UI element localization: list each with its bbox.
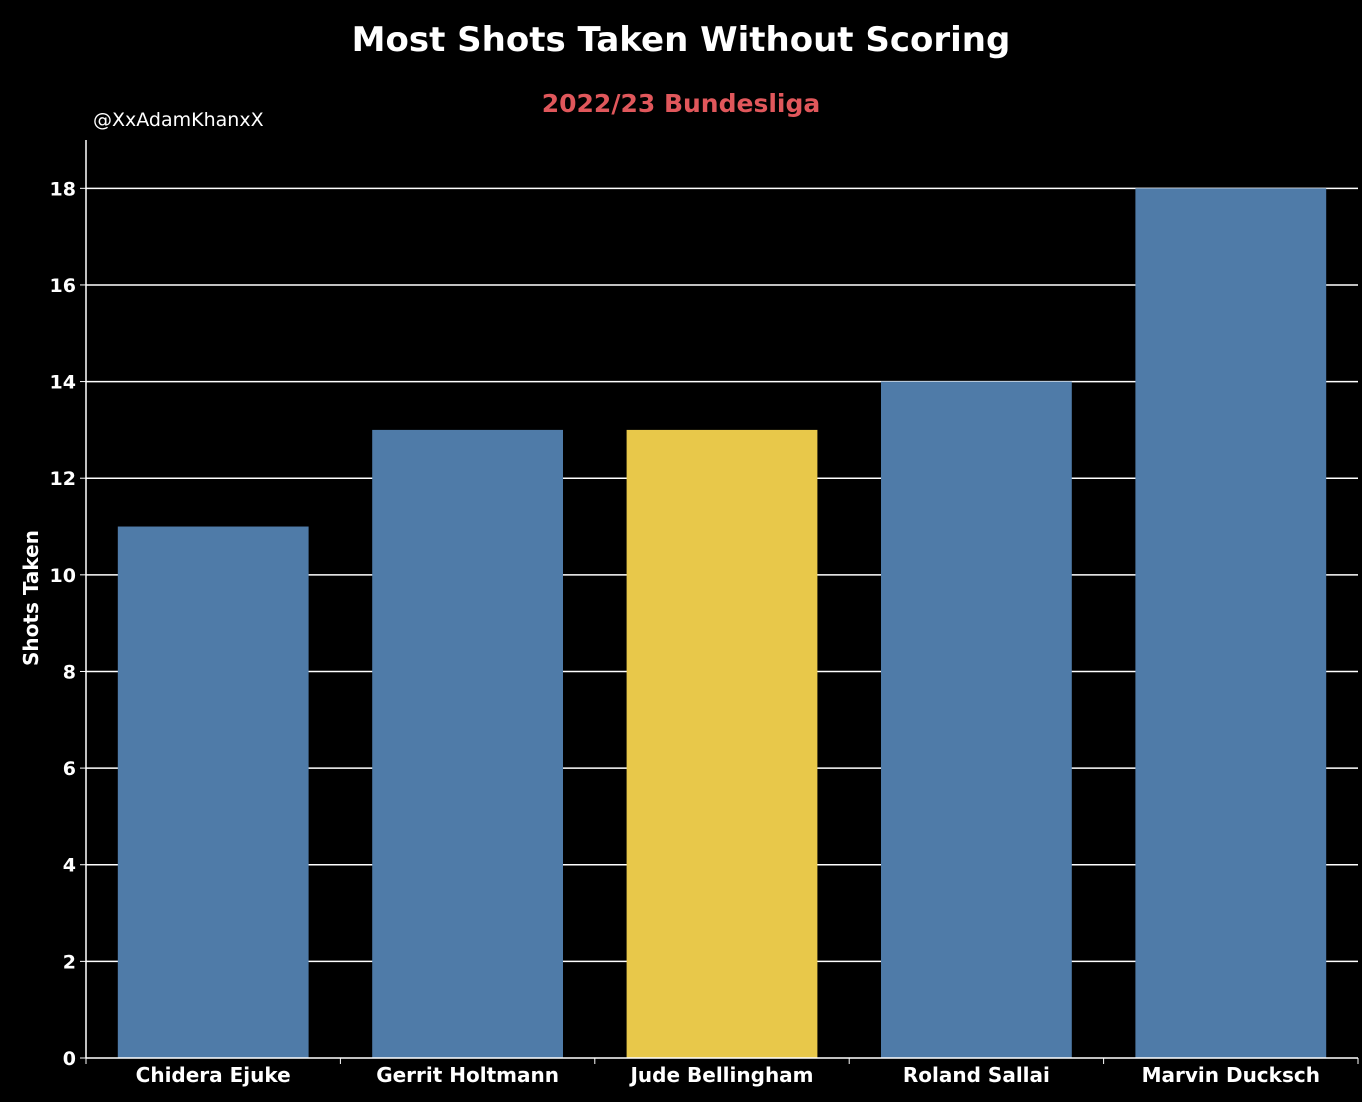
- y-tick-label: 0: [63, 1048, 76, 1070]
- x-tick-label: Jude Bellingham: [628, 1063, 813, 1087]
- x-tick-label: Chidera Ejuke: [136, 1063, 291, 1087]
- y-tick-label: 10: [50, 565, 76, 587]
- bar-jude-bellingham: [626, 429, 818, 1058]
- y-tick-label: 16: [50, 275, 76, 297]
- y-tick-label: 18: [50, 178, 76, 200]
- y-tick-label: 4: [63, 855, 76, 877]
- x-tick-label: Roland Sallai: [903, 1063, 1050, 1087]
- bar-roland-sallai: [881, 381, 1072, 1058]
- chart-subtitle: 2022/23 Bundesliga: [541, 89, 821, 118]
- bar-chidera-ejuke: [117, 526, 309, 1058]
- y-tick-label: 8: [63, 661, 76, 683]
- chart-title: Most Shots Taken Without Scoring: [351, 20, 1011, 60]
- y-tick-label: 6: [63, 758, 76, 780]
- bars: [117, 188, 1327, 1058]
- y-tick-label: 12: [50, 468, 76, 490]
- axes: 0 2 4 6 8 10 12 14 16 18 Chidera Ejuke Gerrit Holtm…: [50, 140, 1359, 1087]
- y-axis-label: Shots Taken: [19, 530, 43, 666]
- bar-marvin-ducksch: [1135, 188, 1327, 1058]
- x-tick-label: Marvin Ducksch: [1142, 1063, 1320, 1087]
- x-tick-label: Gerrit Holtmann: [376, 1063, 559, 1087]
- y-tick-label: 2: [63, 951, 76, 973]
- author-watermark: @XxAdamKhanxX: [93, 109, 264, 131]
- bar-gerrit-holtmann: [372, 429, 563, 1058]
- y-tick-label: 14: [50, 372, 76, 394]
